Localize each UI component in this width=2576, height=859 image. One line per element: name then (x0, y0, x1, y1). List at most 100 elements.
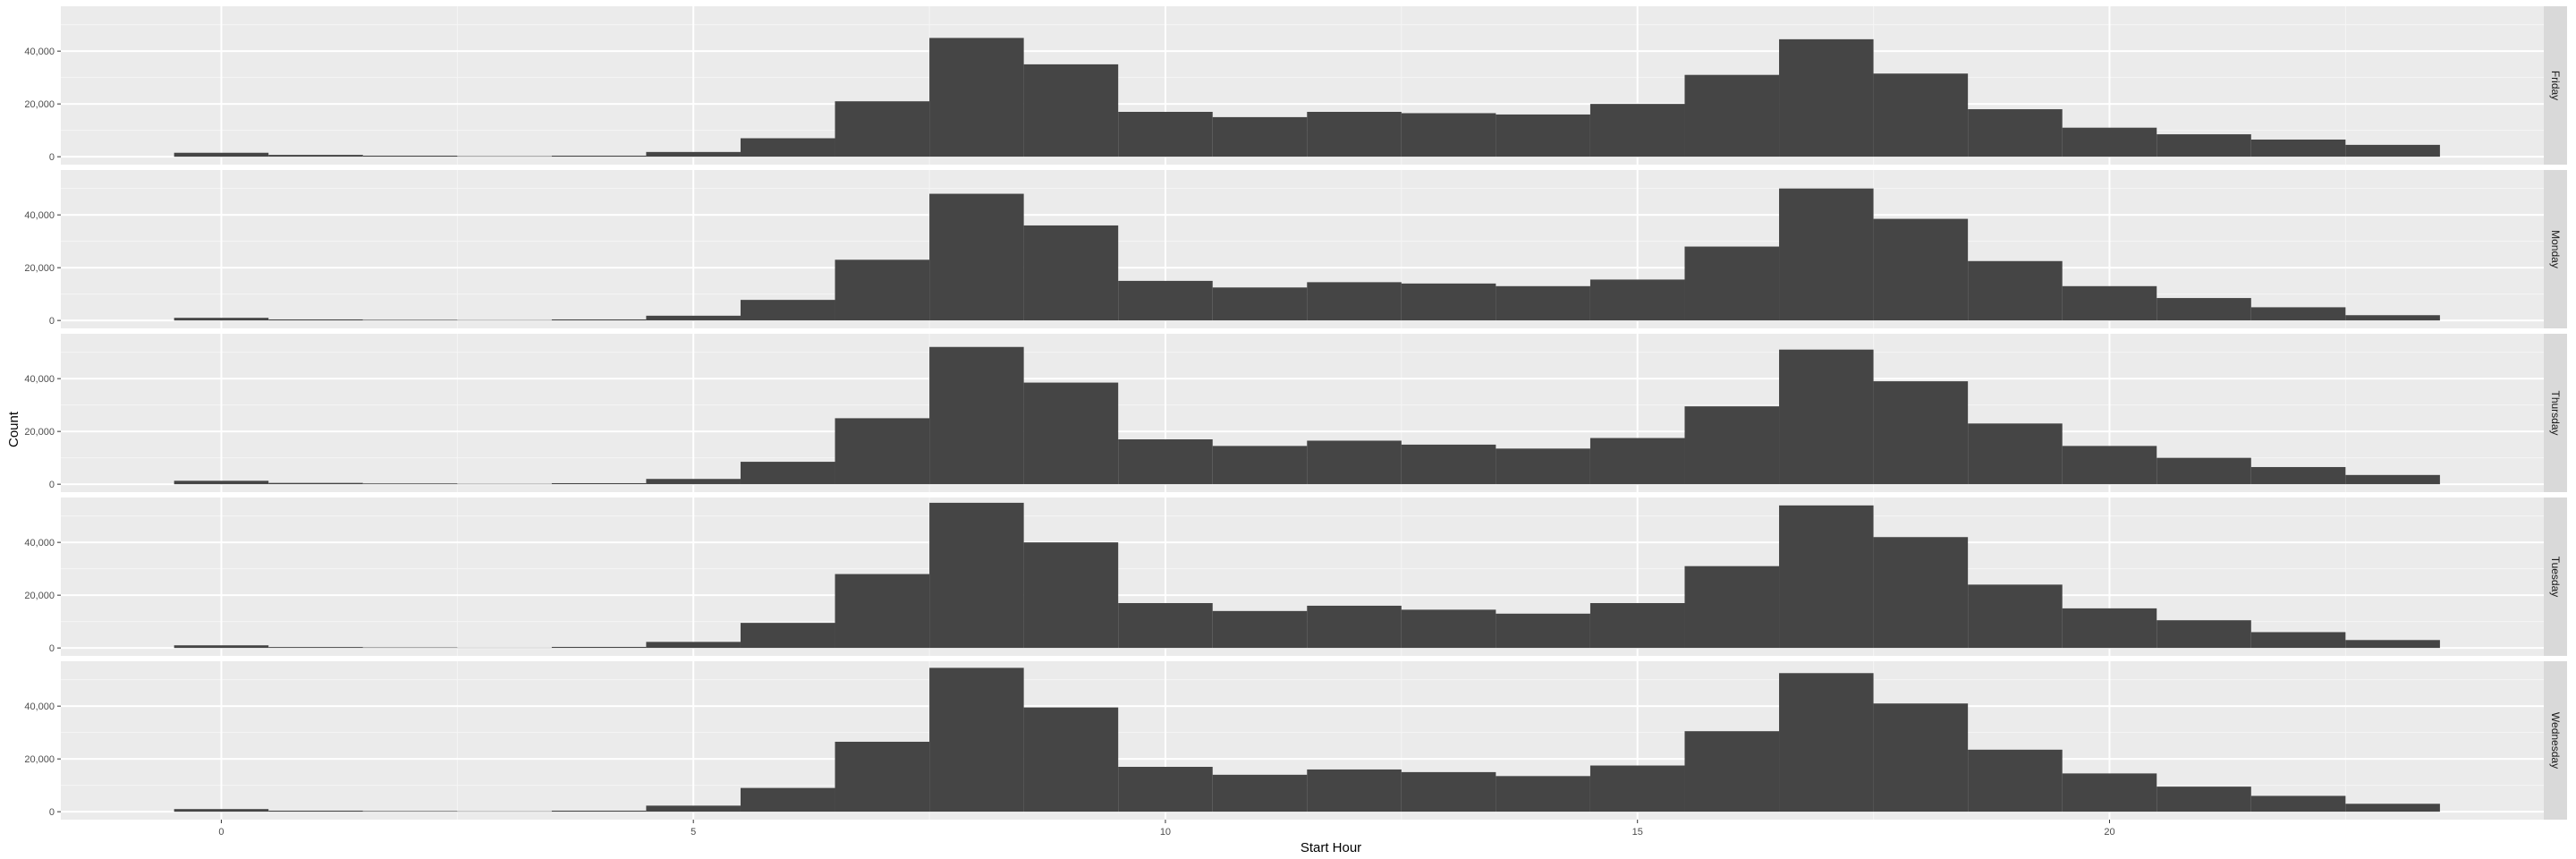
bar-tuesday-hour-9 (1023, 542, 1119, 649)
bar-friday-hour-14 (1496, 114, 1590, 157)
bar-tuesday-hour-17 (1779, 505, 1874, 649)
bar-wednesday-hour-21 (2157, 787, 2251, 812)
bar-friday-hour-10 (1118, 112, 1213, 157)
bar-thursday-hour-10 (1118, 439, 1213, 485)
bar-thursday-hour-22 (2250, 466, 2346, 485)
facet-thursday: 0 20,000 40,000 Thursday (24, 334, 2567, 492)
facet-wednesday: 0 20,000 40,000 Wednesday (24, 661, 2567, 820)
y-tick-label: 0 (49, 316, 55, 327)
bar-wednesday-hour-16 (1684, 731, 1780, 812)
bar-thursday-hour-2 (362, 483, 458, 485)
bar-tuesday-hour-11 (1212, 610, 1308, 649)
bar-thursday-hour-17 (1779, 349, 1874, 485)
bar-monday-hour-7 (835, 259, 930, 321)
bar-monday-hour-19 (1968, 260, 2063, 321)
bar-wednesday-hour-8 (929, 668, 1024, 812)
bar-wednesday-hour-2 (362, 811, 458, 812)
bar-monday-hour-16 (1684, 246, 1780, 321)
bar-wednesday-hour-18 (1873, 703, 1969, 812)
bar-tuesday-hour-0 (174, 645, 269, 649)
bar-tuesday-hour-23 (2345, 640, 2440, 649)
y-axis-title: Count (6, 411, 21, 447)
bar-thursday-hour-7 (835, 418, 930, 485)
bar-thursday-hour-15 (1589, 438, 1685, 485)
y-tick-label: 0 (49, 807, 55, 818)
bar-wednesday-hour-9 (1023, 707, 1119, 812)
bar-wednesday-hour-19 (1968, 749, 2063, 812)
bar-tuesday-hour-13 (1401, 609, 1496, 649)
bar-wednesday-hour-6 (740, 787, 835, 812)
facet-panels: 0 20,000 40,000 Friday 0 20,000 40,000 Monday 0 2… (24, 6, 2567, 820)
bar-thursday-hour-9 (1023, 382, 1119, 485)
bar-monday-hour-1 (268, 319, 363, 321)
bar-monday-hour-4 (551, 319, 647, 321)
bar-friday-hour-1 (268, 155, 363, 157)
bar-friday-hour-7 (835, 101, 930, 157)
bar-monday-hour-10 (1118, 280, 1213, 321)
bar-wednesday-hour-4 (551, 810, 647, 812)
bar-tuesday-hour-5 (646, 642, 741, 649)
bar-wednesday-hour-13 (1401, 771, 1496, 812)
bar-tuesday-hour-1 (268, 647, 363, 649)
y-tick-label: 0 (49, 152, 55, 163)
bar-wednesday-hour-20 (2062, 773, 2157, 812)
bar-monday-hour-20 (2062, 285, 2157, 321)
x-tick-label: 20 (2104, 827, 2114, 838)
bar-monday-hour-12 (1307, 282, 1402, 321)
bar-monday-hour-22 (2250, 307, 2346, 321)
bar-tuesday-hour-15 (1589, 603, 1685, 649)
bar-tuesday-hour-16 (1684, 566, 1780, 649)
bar-wednesday-hour-5 (646, 805, 741, 812)
facet-strip-label: Monday (2549, 230, 2562, 268)
bar-friday-hour-4 (551, 155, 647, 157)
bar-wednesday-hour-10 (1118, 767, 1213, 812)
y-tick-label: 20,000 (24, 263, 55, 274)
x-tick-label: 5 (691, 827, 696, 838)
y-tick-label: 20,000 (24, 99, 55, 110)
bar-monday-hour-23 (2345, 315, 2440, 321)
bar-monday-hour-8 (929, 193, 1024, 321)
bar-tuesday-hour-6 (740, 623, 835, 649)
bar-tuesday-hour-20 (2062, 608, 2157, 649)
bar-monday-hour-5 (646, 315, 741, 321)
bar-friday-hour-12 (1307, 112, 1402, 157)
bar-friday-hour-22 (2250, 139, 2346, 157)
bar-monday-hour-15 (1589, 279, 1685, 321)
bar-friday-hour-15 (1589, 104, 1685, 157)
bar-thursday-hour-12 (1307, 440, 1402, 485)
y-tick-label: 0 (49, 480, 55, 490)
bar-friday-hour-19 (1968, 109, 2063, 157)
bar-thursday-hour-13 (1401, 444, 1496, 485)
facet-strip (2544, 334, 2567, 492)
bar-tuesday-hour-8 (929, 502, 1024, 649)
bar-friday-hour-13 (1401, 113, 1496, 157)
bar-monday-hour-14 (1496, 285, 1590, 321)
y-tick-label: 40,000 (24, 702, 55, 712)
facet-strip-label: Friday (2549, 71, 2562, 100)
bar-monday-hour-0 (174, 318, 269, 321)
bar-monday-hour-9 (1023, 225, 1119, 321)
y-tick-label: 20,000 (24, 591, 55, 601)
facet-tuesday: 0 20,000 40,000 Tuesday (24, 498, 2567, 656)
facet-strip-label: Thursday (2549, 390, 2562, 435)
bar-tuesday-hour-7 (835, 574, 930, 649)
facet-strip-label: Tuesday (2549, 557, 2562, 598)
bar-tuesday-hour-21 (2157, 620, 2251, 649)
x-tick-label: 0 (218, 827, 224, 838)
bar-thursday-hour-1 (268, 482, 363, 485)
bar-tuesday-hour-19 (1968, 584, 2063, 649)
bar-friday-hour-21 (2157, 134, 2251, 157)
facet-monday: 0 20,000 40,000 Monday (24, 170, 2567, 328)
bar-tuesday-hour-14 (1496, 613, 1590, 649)
y-tick-label: 40,000 (24, 210, 55, 221)
facet-friday: 0 20,000 40,000 Friday (24, 6, 2567, 165)
bar-tuesday-hour-4 (551, 646, 647, 649)
bar-friday-hour-9 (1023, 64, 1119, 157)
bar-wednesday-hour-1 (268, 810, 363, 812)
x-tick-label: 15 (1632, 827, 1643, 838)
y-tick-label: 20,000 (24, 427, 55, 438)
bar-friday-hour-11 (1212, 116, 1308, 157)
y-tick-label: 0 (49, 643, 55, 654)
y-tick-label: 40,000 (24, 374, 55, 385)
bar-thursday-hour-18 (1873, 381, 1969, 485)
